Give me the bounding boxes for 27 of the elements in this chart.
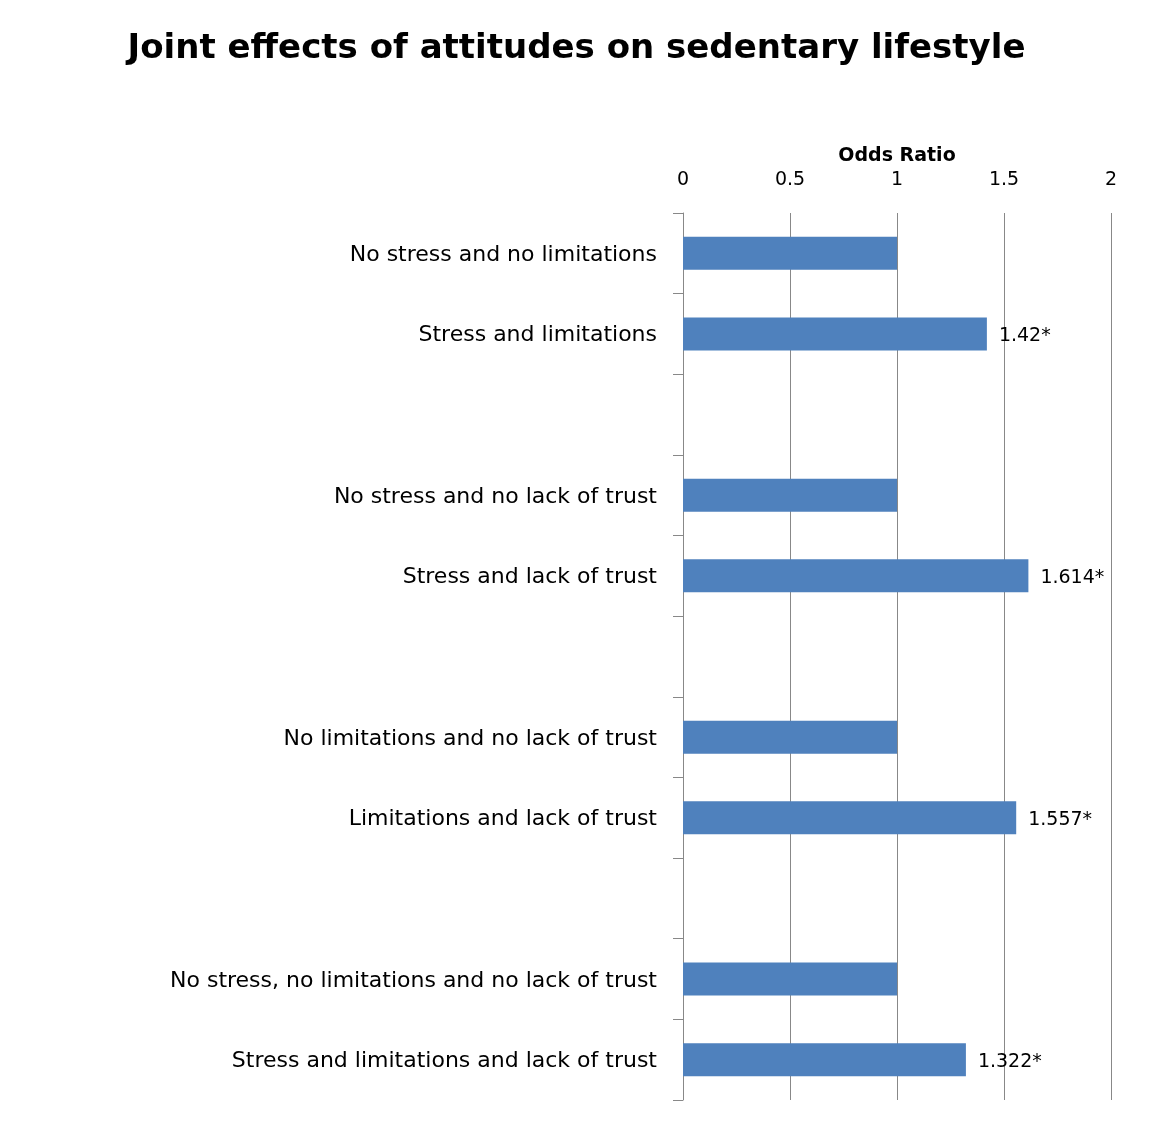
x-tick-label: 1.5 [988,166,1020,189]
y-tick-label: Stress and lack of trust [402,563,658,589]
data-label: 1.322* [977,1048,1042,1071]
bar [683,1043,966,1077]
y-tick-label: Stress and limitations [418,321,657,347]
y-tick-label: No stress and no lack of trust [333,482,658,508]
y-tick-label: Limitations and lack of trust [348,805,658,831]
x-tick-label: 1 [890,166,904,189]
data-label: 1.614* [1040,564,1105,587]
x-tick-label: 0.5 [774,166,806,189]
y-tick-label: No limitations and no lack of trust [283,724,658,750]
y-tick-label: No stress, no limitations and no lack of trust [170,966,658,992]
bar [683,478,897,512]
y-tick-label: Stress and limitations and lack of trust [231,1047,658,1073]
chart-title: Joint effects of attitudes on sedentary lifestyle [125,26,1026,66]
bar [683,236,897,270]
bar [683,801,1017,835]
data-label: 1.42* [998,322,1051,345]
bar [683,559,1029,593]
bar [683,720,897,754]
bar [683,317,987,351]
bar [683,962,897,996]
data-label: 1.557* [1028,806,1093,829]
x-tick-label: 2 [1104,166,1118,189]
x-axis-title: Odds Ratio [838,142,956,165]
y-tick-label: No stress and no limitations [349,240,657,266]
x-tick-label: 0 [676,166,690,189]
